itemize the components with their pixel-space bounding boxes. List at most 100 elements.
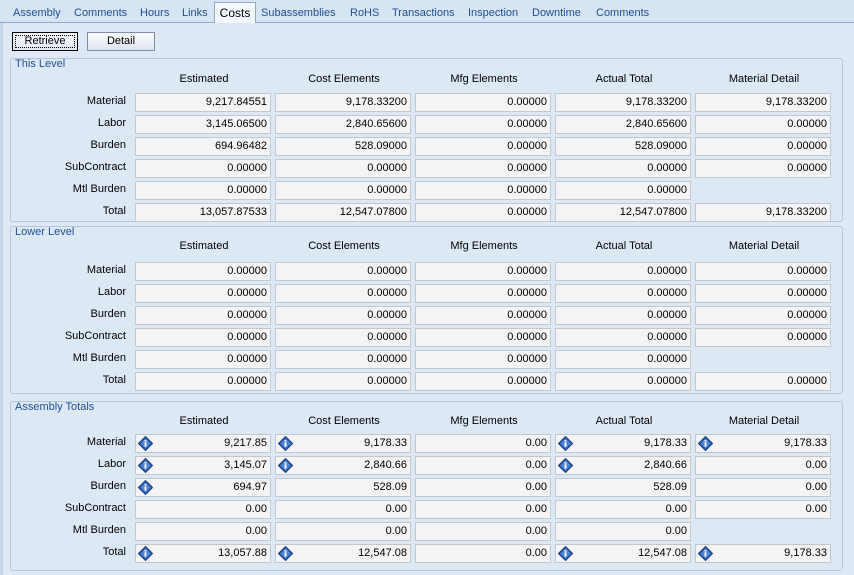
labor-cost-elements-field[interactable]: 2,840.65600	[275, 115, 411, 134]
labor-estimated-field[interactable]: 3,145.06500	[135, 115, 271, 134]
tab-hours[interactable]: Hours	[140, 7, 170, 19]
material-mfg-elements-field[interactable]: 0.00000	[415, 93, 551, 112]
material-material-detail-field[interactable]: 9,178.33	[695, 434, 831, 453]
total-actual-total-field[interactable]: 12,547.07800	[555, 203, 691, 222]
labor-mfg-elements-field[interactable]: 0.00000	[415, 115, 551, 134]
tab-inspection[interactable]: Inspection	[468, 7, 519, 19]
labor-mfg-elements-field[interactable]: 0.00	[415, 456, 551, 475]
drilldown-info-icon[interactable]	[278, 546, 293, 561]
labor-actual-total-field[interactable]: 0.00000	[555, 284, 691, 303]
subcontract-mfg-elements-field[interactable]: 0.00000	[415, 159, 551, 178]
mtl-burden-mfg-elements-field[interactable]: 0.00000	[415, 350, 551, 369]
burden-material-detail-field[interactable]: 0.00000	[695, 306, 831, 325]
subcontract-actual-total-field[interactable]: 0.00000	[555, 159, 691, 178]
drilldown-info-icon[interactable]	[138, 436, 153, 451]
material-cost-elements-field[interactable]: 9,178.33	[275, 434, 411, 453]
labor-estimated-field[interactable]: 3,145.07	[135, 456, 271, 475]
burden-material-detail-field[interactable]: 0.00	[695, 478, 831, 497]
drilldown-info-icon[interactable]	[278, 458, 293, 473]
drilldown-info-icon[interactable]	[138, 546, 153, 561]
labor-estimated-field[interactable]: 0.00000	[135, 284, 271, 303]
mtl-burden-cost-elements-field[interactable]: 0.00	[275, 522, 411, 541]
tab-rohs[interactable]: RoHS	[350, 7, 380, 19]
subcontract-cost-elements-field[interactable]: 0.00000	[275, 328, 411, 347]
total-material-detail-field[interactable]: 0.00000	[695, 372, 831, 391]
subcontract-mfg-elements-field[interactable]: 0.00	[415, 500, 551, 519]
material-material-detail-field[interactable]: 9,178.33200	[695, 93, 831, 112]
tab-comments[interactable]: Comments	[74, 7, 128, 19]
subcontract-estimated-field[interactable]: 0.00000	[135, 328, 271, 347]
mtl-burden-mfg-elements-field[interactable]: 0.00	[415, 522, 551, 541]
material-actual-total-field[interactable]: 9,178.33200	[555, 93, 691, 112]
tab-subassemblies[interactable]: Subassemblies	[261, 7, 336, 19]
total-actual-total-field[interactable]: 12,547.08	[555, 544, 691, 563]
subcontract-material-detail-field[interactable]: 0.00	[695, 500, 831, 519]
subcontract-material-detail-field[interactable]: 0.00000	[695, 328, 831, 347]
mtl-burden-actual-total-field[interactable]: 0.00000	[555, 350, 691, 369]
subcontract-actual-total-field[interactable]: 0.00000	[555, 328, 691, 347]
labor-actual-total-field[interactable]: 2,840.66	[555, 456, 691, 475]
labor-cost-elements-field[interactable]: 0.00000	[275, 284, 411, 303]
mtl-burden-estimated-field[interactable]: 0.00000	[135, 350, 271, 369]
detail-button[interactable]: Detail	[87, 32, 155, 51]
labor-material-detail-field[interactable]: 0.00000	[695, 284, 831, 303]
burden-estimated-field[interactable]: 0.00000	[135, 306, 271, 325]
total-material-detail-field[interactable]: 9,178.33	[695, 544, 831, 563]
burden-actual-total-field[interactable]: 0.00000	[555, 306, 691, 325]
total-cost-elements-field[interactable]: 12,547.07800	[275, 203, 411, 222]
drilldown-info-icon[interactable]	[698, 546, 713, 561]
labor-actual-total-field[interactable]: 2,840.65600	[555, 115, 691, 134]
burden-cost-elements-field[interactable]: 528.09000	[275, 137, 411, 156]
drilldown-info-icon[interactable]	[138, 458, 153, 473]
drilldown-info-icon[interactable]	[558, 436, 573, 451]
material-actual-total-field[interactable]: 0.00000	[555, 262, 691, 281]
subcontract-cost-elements-field[interactable]: 0.00	[275, 500, 411, 519]
burden-cost-elements-field[interactable]: 528.09	[275, 478, 411, 497]
tab-assembly[interactable]: Assembly	[13, 7, 61, 19]
retrieve-button[interactable]: Retrieve	[12, 32, 78, 51]
mtl-burden-cost-elements-field[interactable]: 0.00000	[275, 181, 411, 200]
material-actual-total-field[interactable]: 9,178.33	[555, 434, 691, 453]
total-material-detail-field[interactable]: 9,178.33200	[695, 203, 831, 222]
labor-material-detail-field[interactable]: 0.00	[695, 456, 831, 475]
total-cost-elements-field[interactable]: 0.00000	[275, 372, 411, 391]
burden-estimated-field[interactable]: 694.97	[135, 478, 271, 497]
subcontract-mfg-elements-field[interactable]: 0.00000	[415, 328, 551, 347]
subcontract-cost-elements-field[interactable]: 0.00000	[275, 159, 411, 178]
mtl-burden-estimated-field[interactable]: 0.00000	[135, 181, 271, 200]
material-material-detail-field[interactable]: 0.00000	[695, 262, 831, 281]
total-actual-total-field[interactable]: 0.00000	[555, 372, 691, 391]
subcontract-estimated-field[interactable]: 0.00	[135, 500, 271, 519]
drilldown-info-icon[interactable]	[138, 480, 153, 495]
burden-actual-total-field[interactable]: 528.09	[555, 478, 691, 497]
drilldown-info-icon[interactable]	[278, 436, 293, 451]
total-estimated-field[interactable]: 13,057.88	[135, 544, 271, 563]
material-mfg-elements-field[interactable]: 0.00	[415, 434, 551, 453]
mtl-burden-mfg-elements-field[interactable]: 0.00000	[415, 181, 551, 200]
labor-material-detail-field[interactable]: 0.00000	[695, 115, 831, 134]
burden-actual-total-field[interactable]: 528.09000	[555, 137, 691, 156]
material-estimated-field[interactable]: 9,217.85	[135, 434, 271, 453]
subcontract-estimated-field[interactable]: 0.00000	[135, 159, 271, 178]
burden-estimated-field[interactable]: 694.96482	[135, 137, 271, 156]
total-cost-elements-field[interactable]: 12,547.08	[275, 544, 411, 563]
total-mfg-elements-field[interactable]: 0.00000	[415, 203, 551, 222]
material-cost-elements-field[interactable]: 0.00000	[275, 262, 411, 281]
burden-mfg-elements-field[interactable]: 0.00000	[415, 137, 551, 156]
tab-links[interactable]: Links	[182, 7, 208, 19]
mtl-burden-cost-elements-field[interactable]: 0.00000	[275, 350, 411, 369]
subcontract-material-detail-field[interactable]: 0.00000	[695, 159, 831, 178]
drilldown-info-icon[interactable]	[698, 436, 713, 451]
material-estimated-field[interactable]: 9,217.84551	[135, 93, 271, 112]
total-estimated-field[interactable]: 13,057.87533	[135, 203, 271, 222]
total-mfg-elements-field[interactable]: 0.00	[415, 544, 551, 563]
material-estimated-field[interactable]: 0.00000	[135, 262, 271, 281]
total-estimated-field[interactable]: 0.00000	[135, 372, 271, 391]
material-mfg-elements-field[interactable]: 0.00000	[415, 262, 551, 281]
burden-mfg-elements-field[interactable]: 0.00	[415, 478, 551, 497]
tab-costs[interactable]: Costs	[214, 2, 256, 23]
mtl-burden-actual-total-field[interactable]: 0.00	[555, 522, 691, 541]
drilldown-info-icon[interactable]	[558, 546, 573, 561]
mtl-burden-estimated-field[interactable]: 0.00	[135, 522, 271, 541]
burden-mfg-elements-field[interactable]: 0.00000	[415, 306, 551, 325]
